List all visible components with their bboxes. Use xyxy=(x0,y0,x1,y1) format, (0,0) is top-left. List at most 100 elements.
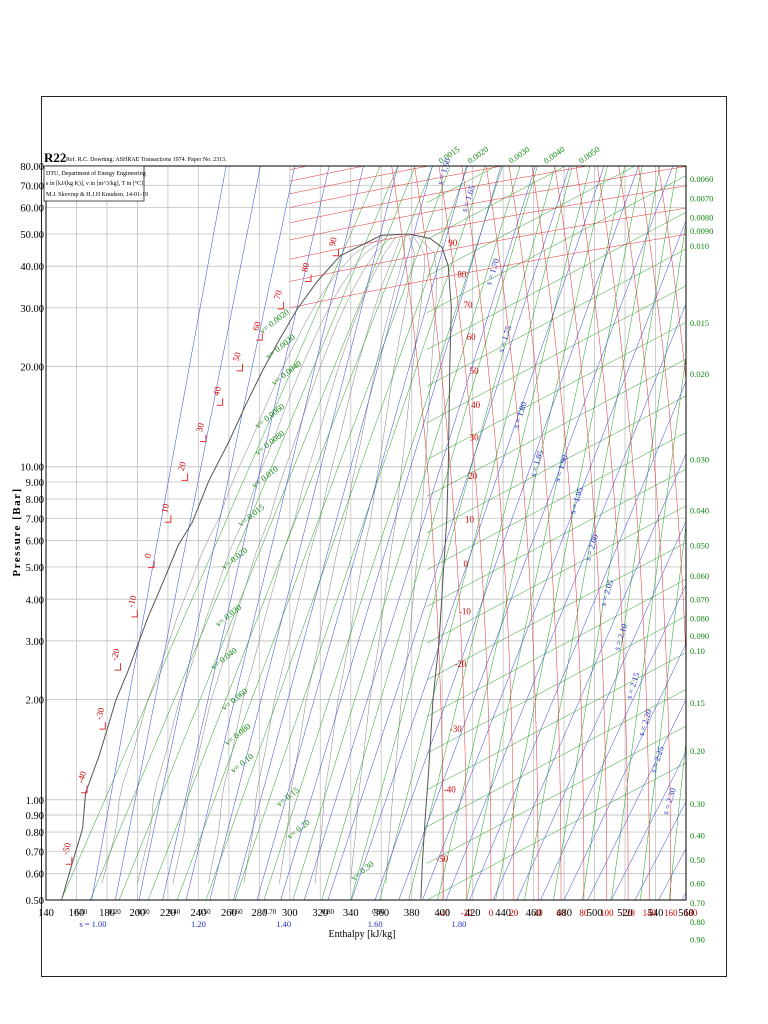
isochore-label-top: 0.0050 xyxy=(577,144,602,166)
isochore-label-right: 0.40 xyxy=(690,831,705,841)
isentrope-line xyxy=(681,892,686,900)
enthalpy-tick-label: 560 xyxy=(678,908,694,919)
isentrope-line xyxy=(233,166,433,900)
isochore-line-vapor xyxy=(426,652,686,791)
isotherm-label-vapor: 50 xyxy=(470,366,480,376)
pressure-tick-label: 6.00 xyxy=(26,537,44,548)
isotherm-marker xyxy=(277,301,285,310)
pressure-tick-label: 3.00 xyxy=(26,637,44,648)
quality-label: 0.60 xyxy=(230,908,243,916)
isotherm-marker xyxy=(65,857,73,865)
isotherm-line-supercritical xyxy=(289,166,589,224)
enthalpy-tick-label: 440 xyxy=(495,908,511,919)
enthalpy-tick-label: 260 xyxy=(221,908,237,919)
isentrope-line xyxy=(398,166,674,900)
isentrope-line xyxy=(138,166,296,900)
isochore-line-vapor xyxy=(426,725,686,864)
pressure-tick-label: 7.00 xyxy=(26,514,44,525)
isotherm-label: -40 xyxy=(75,770,88,785)
pressure-tick-label: 20.00 xyxy=(20,362,44,373)
saturation-dome xyxy=(61,233,452,899)
isotherm-line xyxy=(638,166,686,664)
enthalpy-tick-label: 540 xyxy=(648,908,664,919)
isochore-line-vapor xyxy=(426,762,686,900)
axes: 80.00 70.00 60.00 50.00 40.00 30.00 20.00 10.00… xyxy=(20,162,694,919)
x-axis-label: Enthalpy [kJ/kg] xyxy=(329,929,396,940)
isochore-line-vapor xyxy=(426,212,686,350)
isotherm-line xyxy=(391,166,444,900)
isotherm-line xyxy=(618,166,672,900)
quality-label: 0.70 xyxy=(264,908,277,916)
pressure-tick-label: 0.90 xyxy=(26,811,44,822)
isochore-line xyxy=(437,166,608,900)
pressure-tick-label: 0.80 xyxy=(26,828,44,839)
enthalpy-tick-label: 300 xyxy=(282,908,298,919)
isochore-line xyxy=(524,166,661,900)
enthalpy-tick-label: 160 xyxy=(69,908,85,919)
isentrope-line xyxy=(280,166,502,900)
isentrope-line xyxy=(445,303,686,900)
isentrope-line xyxy=(469,380,686,900)
isotherm-marker xyxy=(114,663,122,671)
isochore-line xyxy=(466,166,626,900)
pressure-tick-label: 2.00 xyxy=(26,696,44,707)
isotherm-line xyxy=(575,166,629,900)
isochore-label: v= 0.020 xyxy=(219,545,249,572)
isotherm-label: 10 xyxy=(159,502,171,514)
isotherm-label-vapor: 40 xyxy=(471,400,481,410)
quality-label: 0.90 xyxy=(372,908,385,916)
isochore-line-vapor xyxy=(426,285,686,424)
isentrope-line xyxy=(209,166,399,900)
pressure-tick-label: 60.00 xyxy=(20,204,44,215)
isochore-line-vapor xyxy=(426,166,636,277)
isentrope-label-bottom: 1.60 xyxy=(368,919,383,929)
isochore-line-vapor xyxy=(426,166,567,240)
isochore-label: v= 0.20 xyxy=(285,817,312,841)
isochore-label: v= 0.010 xyxy=(250,464,280,491)
isochore-line xyxy=(727,166,768,900)
pressure-tick-label: 50.00 xyxy=(20,230,44,241)
isotherm-label: -50 xyxy=(60,841,73,856)
isotherm-line-supercritical xyxy=(289,185,686,260)
isochore-line-vapor xyxy=(426,248,686,387)
isochore-label-right: 0.060 xyxy=(690,571,709,581)
isentrope-label: s = 2.00 xyxy=(582,533,600,562)
isochore-line xyxy=(176,166,451,900)
isochore-line xyxy=(408,166,591,900)
isotherm-label-bottom: 0 xyxy=(489,908,494,918)
quality-line xyxy=(101,236,383,884)
isentrope-label: s = 2.10 xyxy=(611,622,629,651)
isochore-label-right: 0.080 xyxy=(690,614,709,624)
quality-label: 0.50 xyxy=(198,908,211,916)
pressure-tick-label: 9.00 xyxy=(26,478,44,489)
isochore-label-right: 0.040 xyxy=(690,505,709,515)
isochore-label-right: 0.70 xyxy=(690,898,705,908)
isochore-line-vapor xyxy=(426,615,686,754)
isentrope-label: s = 1.75 xyxy=(496,324,514,353)
isotherm-label: 70 xyxy=(272,289,284,301)
isochore-label-right: 0.050 xyxy=(690,541,709,551)
isochore-line-vapor xyxy=(426,689,686,827)
isochore-label-right: 0.50 xyxy=(690,855,705,865)
isentrope-label: s = 2.20 xyxy=(636,708,654,737)
isochore-label-right: 0.020 xyxy=(690,369,709,379)
isentrope-label: s = 2.15 xyxy=(624,671,642,700)
isotherm-label-bottom: 140 xyxy=(643,908,657,918)
isochore-line xyxy=(89,166,399,900)
isotherm-marker xyxy=(164,515,172,523)
isotherm-line-supercritical xyxy=(289,166,430,195)
isotherm-line xyxy=(531,166,585,900)
pressure-tick-label: 80.00 xyxy=(20,162,44,173)
enthalpy-tick-label: 380 xyxy=(404,908,420,919)
isochore-line xyxy=(756,166,768,900)
isotherm-label-bottom: 80 xyxy=(579,908,589,918)
isochore-label-top: 0.0040 xyxy=(542,144,567,166)
isentrope-label-bottom: 1.20 xyxy=(191,919,206,929)
curve-labels: -50 -40 -30 -20 -10 0 10 20 30 40 50 60 70 80 90 90 80 70… xyxy=(60,144,713,945)
quality-line xyxy=(385,236,437,884)
isochore-line-vapor xyxy=(426,432,686,570)
isotherm-marker xyxy=(148,560,155,569)
isochore-label-right: 0.30 xyxy=(690,799,705,809)
isentrope-line xyxy=(115,166,261,900)
